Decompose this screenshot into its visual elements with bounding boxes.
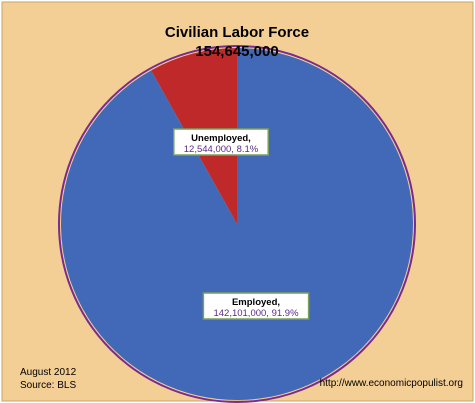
data-label-box bbox=[173, 128, 269, 156]
data-label-name: Employed, bbox=[232, 297, 280, 308]
pie-slice-employed bbox=[61, 48, 414, 400]
data-label-value: 12,544,000, 8.1% bbox=[184, 144, 259, 155]
chart-title: Civilian Labor Force bbox=[165, 24, 309, 41]
data-label-value: 142,101,000, 91.9% bbox=[213, 308, 299, 319]
chart-subtitle: 154,645,000 bbox=[195, 43, 278, 60]
data-label-name: Unemployed, bbox=[191, 133, 251, 144]
pie-slices bbox=[61, 48, 414, 400]
pie-outer-ring bbox=[58, 45, 416, 403]
data-label-box bbox=[202, 292, 310, 320]
data-labels: Unemployed,12,544,000, 8.1% Employed,142,… bbox=[173, 128, 310, 320]
data-label-employed: Employed,142,101,000, 91.9% bbox=[202, 292, 310, 320]
website-url: http://www.economicpopulist.org bbox=[320, 378, 463, 389]
date-note: August 2012 bbox=[20, 367, 77, 378]
source-note: Source: BLS bbox=[20, 380, 76, 391]
data-label-unemployed: Unemployed,12,544,000, 8.1% bbox=[173, 128, 269, 156]
